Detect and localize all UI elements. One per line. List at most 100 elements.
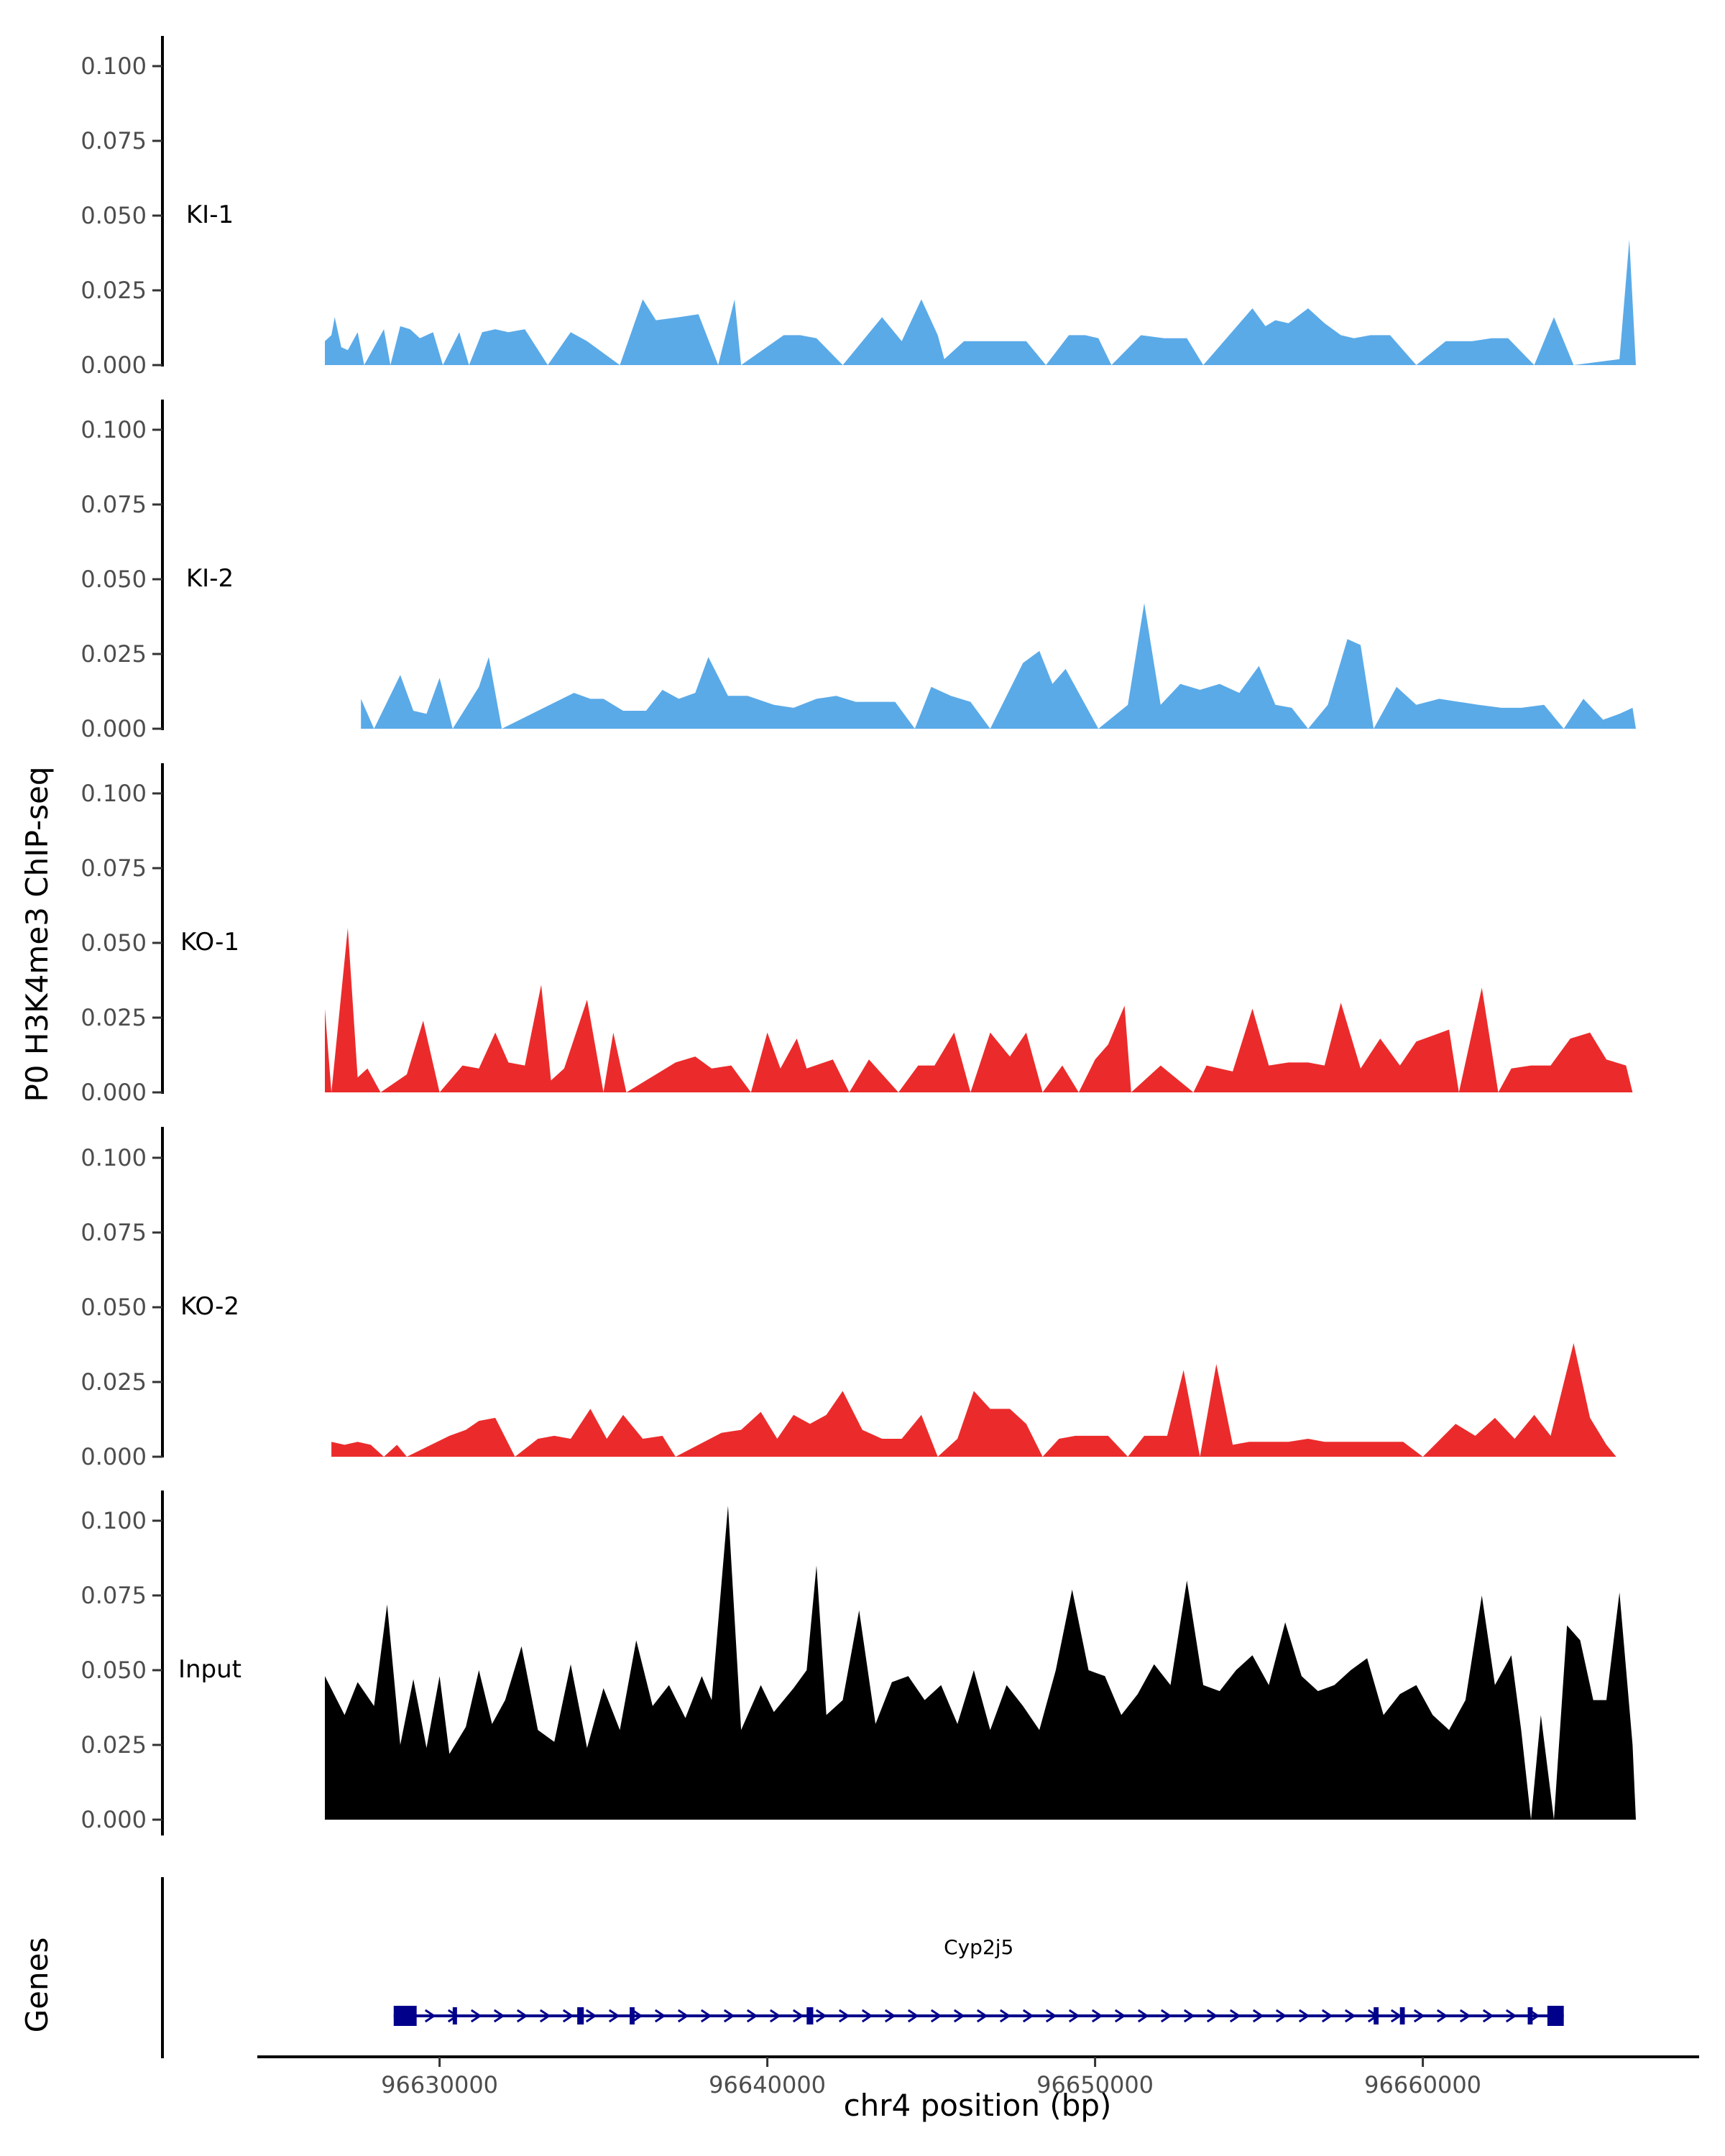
y-tick-label: 0.100 <box>80 1144 147 1171</box>
exon <box>452 2007 457 2024</box>
strand-arrow <box>746 2009 758 2023</box>
strand-arrow <box>1022 2009 1034 2023</box>
y-tick-label: 0.075 <box>80 127 147 155</box>
strand-arrow <box>999 2009 1011 2023</box>
y-tick-label: 0.000 <box>80 1443 147 1470</box>
strand-arrow <box>838 2009 850 2023</box>
strand-arrow <box>1459 2009 1471 2023</box>
y-tick-label: 0.025 <box>80 640 147 668</box>
strand-arrow <box>1252 2009 1264 2023</box>
strand-arrow <box>861 2009 873 2023</box>
strand-arrow <box>930 2009 942 2023</box>
strand-arrow <box>1091 2009 1103 2023</box>
track-label: KI-1 <box>186 201 234 229</box>
coverage-area <box>325 928 1633 1092</box>
track-input: 0.000 0.025 0.050 0.075 0.100 Input <box>80 1491 1636 1835</box>
exon <box>1527 2007 1533 2024</box>
y-tick-label: 0.025 <box>80 1368 147 1396</box>
track-label: KO-2 <box>180 1292 239 1321</box>
strand-arrow <box>723 2009 735 2023</box>
strand-arrow <box>677 2009 689 2023</box>
strand-arrow <box>585 2009 597 2023</box>
strand-arrow <box>1045 2009 1057 2023</box>
strand-arrow <box>1436 2009 1448 2023</box>
x-axis-title: chr4 position (bp) <box>844 2088 1112 2123</box>
y-tick-label: 0.025 <box>80 277 147 304</box>
strand-arrow <box>516 2009 528 2023</box>
y-tick-label: 0.000 <box>80 1806 147 1833</box>
x-tick-label: 96660000 <box>1364 2071 1481 2099</box>
y-tick-label: 0.100 <box>80 1507 147 1534</box>
strand-arrow <box>1482 2009 1494 2023</box>
y-tick-label: 0.100 <box>80 780 147 807</box>
strand-arrow <box>1206 2009 1218 2023</box>
y-tick-label: 0.075 <box>80 1582 147 1609</box>
track-ko-1: 0.000 0.025 0.050 0.075 0.100 KO-1 <box>80 763 1633 1106</box>
strand-arrow <box>1068 2009 1080 2023</box>
coverage-area <box>325 1506 1636 1820</box>
x-tick-label: 96630000 <box>381 2071 498 2099</box>
strand-arrow <box>769 2009 781 2023</box>
x-tick-label: 96650000 <box>1036 2071 1154 2099</box>
coverage-area <box>325 239 1636 365</box>
track-ko-2: 0.000 0.025 0.050 0.075 0.100 KO-2 <box>80 1127 1616 1470</box>
strand-arrow <box>1229 2009 1241 2023</box>
y-tick-label: 0.075 <box>80 491 147 518</box>
strand-arrow <box>562 2009 574 2023</box>
gene-cyp2j5: Cyp2j5 <box>393 1935 1564 2026</box>
strand-arrow <box>654 2009 666 2023</box>
strand-arrow <box>907 2009 919 2023</box>
gene-track: Cyp2j5 <box>161 1877 1564 2058</box>
y-tick-label: 0.000 <box>80 715 147 742</box>
strand-arrow <box>1137 2009 1149 2023</box>
y-tick-label: 0.025 <box>80 1004 147 1031</box>
y-tick-label: 0.075 <box>80 854 147 882</box>
strand-arrow <box>1298 2009 1310 2023</box>
x-tick-label: 96640000 <box>709 2071 826 2099</box>
y-tick-label: 0.000 <box>80 1079 147 1106</box>
x-axis: 96630000 96640000 96650000 96660000 <box>257 2055 1699 2099</box>
y-tick-label: 0.050 <box>80 202 147 229</box>
strand-arrow <box>470 2009 482 2023</box>
strand-arrow <box>1114 2009 1126 2023</box>
exon <box>806 2007 814 2024</box>
strand-arrow <box>631 2009 643 2023</box>
strand-arrow <box>815 2009 827 2023</box>
exon <box>393 2006 417 2026</box>
strand-arrow <box>1505 2009 1517 2023</box>
strand-arrow <box>1275 2009 1287 2023</box>
track-ki-1: 0.000 0.025 0.050 0.075 0.100 KI-1 <box>80 36 1636 379</box>
exon <box>1547 2006 1564 2026</box>
track-label: Input <box>178 1655 242 1684</box>
strand-arrow <box>953 2009 965 2023</box>
gene-track-title: Genes <box>19 1938 55 2033</box>
y-tick-label: 0.050 <box>80 566 147 593</box>
strand-arrow <box>493 2009 505 2023</box>
track-label: KI-2 <box>186 564 234 593</box>
y-tick-label: 0.050 <box>80 1657 147 1684</box>
strand-arrow <box>1183 2009 1195 2023</box>
strand-arrow <box>1344 2009 1356 2023</box>
gene-name-label: Cyp2j5 <box>944 1935 1013 1959</box>
exon <box>1374 2007 1379 2024</box>
strand-arrow <box>1160 2009 1172 2023</box>
strand-arrow <box>1413 2009 1425 2023</box>
coverage-area <box>361 603 1637 729</box>
exon <box>577 2007 584 2024</box>
strand-arrow <box>608 2009 620 2023</box>
y-tick-label: 0.075 <box>80 1219 147 1246</box>
exon <box>1399 2007 1405 2024</box>
y-tick-label: 0.050 <box>80 929 147 957</box>
track-label: KO-1 <box>180 928 239 957</box>
strand-arrow <box>424 2009 436 2023</box>
strand-arrow <box>884 2009 896 2023</box>
strand-arrow <box>1321 2009 1333 2023</box>
track-ki-2: 0.000 0.025 0.050 0.075 0.100 KI-2 <box>80 400 1637 742</box>
y-axis-title: P0 H3K4me3 ChIP-seq <box>19 766 55 1102</box>
coverage-area <box>331 1342 1616 1457</box>
strand-arrow <box>792 2009 804 2023</box>
y-tick-label: 0.000 <box>80 351 147 379</box>
strand-arrow <box>976 2009 988 2023</box>
y-tick-label: 0.100 <box>80 52 147 80</box>
